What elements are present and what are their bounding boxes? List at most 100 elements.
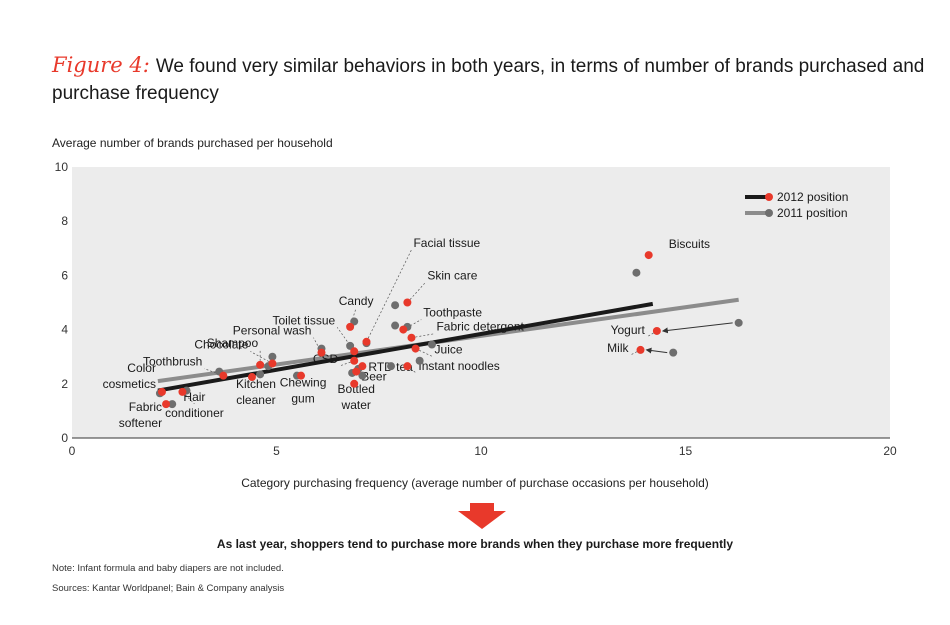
category-label: Toothpaste xyxy=(423,306,482,320)
point-2011 xyxy=(632,268,641,277)
leader-line xyxy=(403,319,422,330)
category-label: Candy xyxy=(339,294,374,308)
y-tick-label: 6 xyxy=(61,268,68,282)
point-2012 xyxy=(297,371,306,380)
legend-label-2012: 2012 position xyxy=(777,190,848,204)
legend-marker-2011 xyxy=(765,209,773,217)
x-tick-label: 0 xyxy=(69,444,76,458)
point-2012 xyxy=(352,367,361,376)
category-label: cosmetics xyxy=(103,377,156,391)
category-label: Milk xyxy=(607,341,629,355)
category-label: Fabric detergent xyxy=(436,320,524,334)
category-label: Skin care xyxy=(427,269,477,283)
point-2012 xyxy=(407,333,416,342)
legend-label-2011: 2011 position xyxy=(777,206,848,220)
y-tick-label: 0 xyxy=(61,431,68,445)
leader-line xyxy=(204,368,224,376)
category-label: Biscuits xyxy=(669,237,710,251)
point-2012 xyxy=(399,325,408,334)
category-label: softener xyxy=(119,416,162,430)
x-tick-label: 15 xyxy=(679,444,693,458)
point-2012 xyxy=(411,344,420,353)
point-2012 xyxy=(268,359,277,368)
x-tick-label: 20 xyxy=(883,444,897,458)
y-tick-label: 4 xyxy=(61,323,68,337)
point-2011 xyxy=(734,318,743,327)
point-2011 xyxy=(391,301,400,310)
category-label: water xyxy=(341,398,371,412)
leader-line xyxy=(340,360,355,367)
category-label: Chocolate xyxy=(194,337,248,351)
category-label: Toothbrush xyxy=(143,355,202,369)
leader-line xyxy=(313,337,322,353)
y-tick-label: 8 xyxy=(61,214,68,228)
category-label: Beer xyxy=(361,370,386,384)
category-label: conditioner xyxy=(165,406,224,420)
point-2012 xyxy=(636,345,645,354)
category-label: cleaner xyxy=(236,393,275,407)
figure-title-text: We found very similar behaviors in both … xyxy=(52,56,925,104)
leader-line xyxy=(415,348,433,357)
leader-line xyxy=(250,351,273,364)
category-label: Chewing xyxy=(280,376,327,390)
point-2012 xyxy=(350,356,359,365)
point-2012 xyxy=(157,387,166,396)
down-arrow-icon xyxy=(458,503,506,534)
movement-arrow xyxy=(661,322,733,334)
point-2012 xyxy=(403,298,412,307)
point-2011 xyxy=(415,356,424,365)
footnote: Note: Infant formula and baby diapers ar… xyxy=(52,563,284,574)
movement-arrow xyxy=(645,347,668,354)
leader-line xyxy=(182,391,195,405)
y-axis-label: Average number of brands purchased per h… xyxy=(52,136,333,150)
legend-marker-2012 xyxy=(765,193,773,201)
category-label: Instant noodles xyxy=(418,359,499,373)
point-2011 xyxy=(256,370,265,379)
figure-label: Figure 4: xyxy=(52,53,150,77)
point-2011 xyxy=(669,348,678,357)
category-label: Shampoo xyxy=(207,336,259,350)
leader-line xyxy=(366,249,412,342)
point-2012 xyxy=(256,360,265,369)
x-tick-label: 5 xyxy=(273,444,280,458)
sources: Sources: Kantar Worldpanel; Bain & Compa… xyxy=(52,583,285,594)
point-2011 xyxy=(350,317,359,326)
conclusion-text: As last year, shoppers tend to purchase … xyxy=(216,537,734,551)
point-2012 xyxy=(362,337,371,346)
point-2012 xyxy=(350,379,359,388)
category-label: Fabric xyxy=(129,400,162,414)
point-2011 xyxy=(168,400,177,409)
point-2011 xyxy=(358,371,367,380)
point-2012 xyxy=(346,322,355,331)
category-label: Color xyxy=(127,361,156,375)
category-label: Facial tissue xyxy=(413,236,480,250)
point-2012 xyxy=(219,371,228,380)
category-label: Personal wash xyxy=(233,324,312,338)
point-2011 xyxy=(387,362,396,371)
point-2012 xyxy=(350,347,359,356)
trendline-2012 xyxy=(157,301,654,393)
category-label: gum xyxy=(291,392,314,406)
leader-line xyxy=(349,307,357,327)
point-2011 xyxy=(391,321,400,330)
point-2011 xyxy=(346,341,355,350)
category-label: CSD xyxy=(313,352,339,366)
figure-title: Figure 4: We found very similar behaviors… xyxy=(52,52,932,107)
x-axis-label: Category purchasing frequency (average n… xyxy=(241,476,709,490)
point-2012 xyxy=(247,373,256,382)
point-2012 xyxy=(403,362,412,371)
x-tick-label: 10 xyxy=(474,444,488,458)
y-tick-label: 10 xyxy=(55,160,69,174)
category-label: Bottled xyxy=(338,382,375,396)
category-label: Kitchen xyxy=(236,377,276,391)
y-tick-label: 2 xyxy=(61,377,68,391)
point-2012 xyxy=(162,400,171,409)
point-2012 xyxy=(652,326,661,335)
point-2011 xyxy=(427,340,436,349)
point-2011 xyxy=(268,352,277,361)
category-label: Toilet tissue xyxy=(273,313,336,327)
point-2012 xyxy=(317,348,326,357)
point-2012 xyxy=(644,251,653,260)
category-label: Juice xyxy=(435,343,463,357)
